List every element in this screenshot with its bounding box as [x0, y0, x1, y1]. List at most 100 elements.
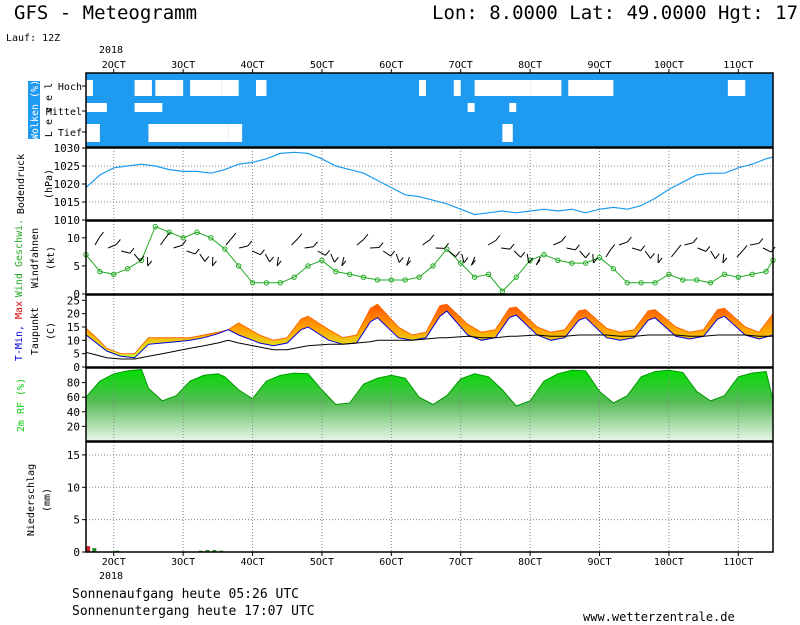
ylabel-p-1010: 1010 [54, 214, 81, 227]
ylabel-t-20: 20 [67, 308, 80, 321]
wind-barb [526, 253, 530, 263]
wind-barb-flag [99, 231, 104, 238]
wind-barb-flag [139, 255, 145, 262]
wind-barb-flag [313, 241, 318, 248]
wind-point-1 [97, 268, 103, 275]
cloud-block-4 [221, 80, 239, 96]
wind-barb-flag [390, 250, 396, 257]
date-bottom-6: 6OCT [379, 557, 403, 568]
wind-barb-flag [535, 259, 541, 266]
date-bottom-7: 7OCT [449, 557, 473, 568]
wind-barb [330, 253, 335, 263]
wind-barb [684, 242, 694, 246]
date-top-6: 6OCT [379, 60, 403, 71]
wind-point-27 [458, 260, 464, 266]
wind-barb [644, 250, 651, 259]
wind-barb [173, 244, 183, 249]
wind-point-45 [707, 280, 714, 286]
panel-frame-4 [85, 367, 774, 442]
ylabel-w-5: 5 [73, 260, 80, 273]
wind-point-22 [388, 277, 395, 283]
wind-barb-flag [325, 250, 330, 256]
wind-point-40 [638, 280, 644, 286]
wind-point-23 [402, 277, 408, 283]
wind-barb [107, 244, 117, 249]
wind-barb [553, 240, 562, 246]
date-top-5: 5OCT [310, 60, 334, 71]
wind-barb-flag [561, 235, 567, 242]
wind-unit: (kt) [46, 246, 57, 270]
cloud-block-2 [155, 80, 184, 96]
wind-point-12 [249, 280, 256, 286]
wind-barb [487, 240, 497, 246]
wind-barb-flag [204, 256, 210, 262]
wind-barb-flag [378, 242, 384, 248]
ylabel-h-20: 20 [67, 420, 80, 433]
date-bottom-4: 4OCT [240, 557, 264, 568]
wind-barb-flag [406, 260, 412, 266]
panel-frame-5 [85, 441, 774, 553]
wind-barb [592, 253, 594, 264]
tmin-line [85, 310, 774, 359]
cloud-block-8 [474, 80, 531, 96]
wind-point-3 [124, 266, 131, 272]
date-top-9: 9OCT [587, 60, 611, 71]
wind-ylabel2: Windfahnen [30, 228, 41, 288]
cloud-block-17 [148, 124, 229, 142]
panel-frame-2 [85, 220, 774, 295]
wind-barb [736, 250, 744, 258]
wind-barb [406, 256, 410, 266]
ylabel-n-10: 10 [67, 481, 80, 494]
wind-barb-flag [575, 244, 580, 251]
wind-point-44 [693, 277, 700, 283]
wind-barb-flag [297, 233, 303, 239]
wind-barb-flag [657, 257, 663, 264]
wind-barb [762, 247, 772, 253]
wind-barb-flag [585, 252, 590, 259]
wind-point-8 [194, 229, 200, 235]
ylabel-p-1015: 1015 [54, 196, 81, 209]
temp-ylabel2: Taupunkt [30, 307, 41, 355]
date-bottom-11: 11OCT [723, 557, 753, 568]
wind-barb-flag [610, 244, 616, 250]
wind-barb-flag [509, 243, 515, 250]
wind-point-42 [666, 271, 672, 278]
ylabel-p-1030: 1030 [54, 142, 81, 155]
wind-barb-flag [341, 260, 347, 267]
wind-barb [356, 238, 365, 246]
source-link[interactable]: www.wetterzentrale.de [583, 610, 735, 624]
wind-barb-flag [147, 260, 153, 267]
wind-barb-flag [276, 260, 282, 267]
wind-point-21 [374, 277, 381, 283]
wind-point-34 [555, 257, 561, 264]
wind-barb-flag [714, 253, 720, 260]
wind-barb [605, 249, 612, 258]
ylabel-p-1025: 1025 [54, 160, 81, 173]
pressure-unit: (hPa) [44, 169, 55, 199]
ylabel-t-15: 15 [67, 321, 80, 334]
humidity-area [86, 369, 773, 441]
wind-barb [121, 250, 131, 254]
wind-barb-flag [247, 240, 253, 247]
cloud-block-10 [568, 80, 614, 96]
cloud-block-19 [502, 124, 513, 142]
temp-ylabel: T-Min, Max [14, 301, 25, 361]
cloud-ylabel2: L e v e l [44, 83, 55, 137]
wind-barb-flag [212, 260, 217, 267]
wind-point-47 [735, 274, 742, 280]
wind-point-29 [485, 271, 492, 278]
wind-barb [422, 239, 431, 246]
ylabel-w-0: 0 [73, 288, 80, 301]
precip-bar-5 [212, 550, 217, 552]
run-label: Lauf: 12Z [6, 33, 61, 44]
wind-point-10 [222, 246, 228, 252]
wind-barb-flag [444, 243, 449, 249]
cloud-block-13 [134, 103, 163, 112]
panel-frame-3 [85, 294, 774, 368]
wind-barb [382, 250, 391, 257]
ylabel-h-40: 40 [67, 406, 80, 419]
precip-ylabel: Niederschlag [26, 464, 37, 536]
ylabel-t-25: 25 [67, 294, 80, 307]
wind-point-11 [235, 263, 242, 269]
wind-barb [238, 245, 248, 249]
